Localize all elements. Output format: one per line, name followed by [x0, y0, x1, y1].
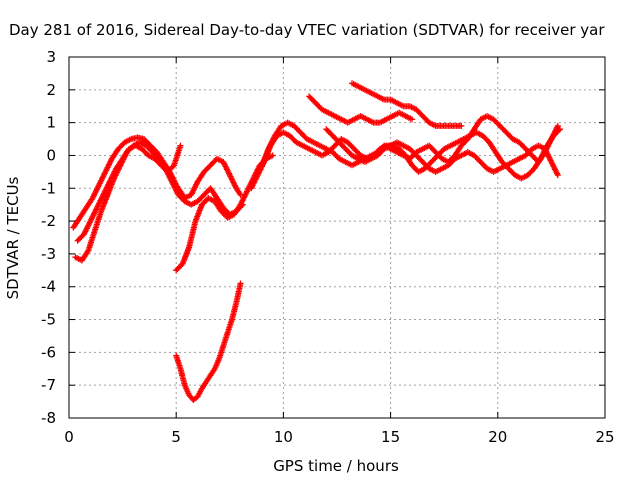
x-tick-label: 0 — [64, 428, 74, 446]
chart-title: Day 281 of 2016, Sidereal Day-to-day VTE… — [9, 21, 605, 39]
data-point — [554, 122, 561, 129]
x-tick-label: 15 — [381, 428, 400, 446]
x-tick-label: 20 — [488, 428, 507, 446]
data-point — [458, 122, 465, 129]
y-tick-label: -7 — [41, 376, 56, 394]
x-tick-label: 5 — [171, 428, 181, 446]
y-tick-label: -5 — [41, 311, 56, 329]
x-tick-label: 10 — [274, 428, 293, 446]
y-tick-label: -6 — [41, 343, 56, 361]
y-tick-label: -2 — [41, 212, 56, 230]
data-marks — [70, 80, 563, 403]
y-tick-label: -4 — [41, 278, 56, 296]
data-point — [409, 116, 416, 123]
y-tick-label: -3 — [41, 245, 56, 263]
axes — [68, 56, 606, 419]
data-point — [237, 191, 244, 198]
x-tick-label: 25 — [595, 428, 614, 446]
y-tick-label: 1 — [46, 114, 56, 132]
data-point — [554, 172, 561, 179]
data-point — [237, 280, 244, 287]
y-axis-label: SDTVAR / TECUs — [4, 176, 22, 299]
y-tick-label: 3 — [46, 48, 56, 66]
y-tick-label: 2 — [46, 81, 56, 99]
x-axis-label: GPS time / hours — [273, 457, 399, 475]
y-tick-label: -8 — [41, 409, 56, 427]
y-tick-label: 0 — [46, 146, 56, 164]
plot-frame — [68, 56, 606, 419]
data-point — [177, 142, 184, 149]
data-point — [269, 152, 276, 159]
grid-lines — [69, 57, 605, 418]
y-tick-label: -1 — [41, 179, 56, 197]
